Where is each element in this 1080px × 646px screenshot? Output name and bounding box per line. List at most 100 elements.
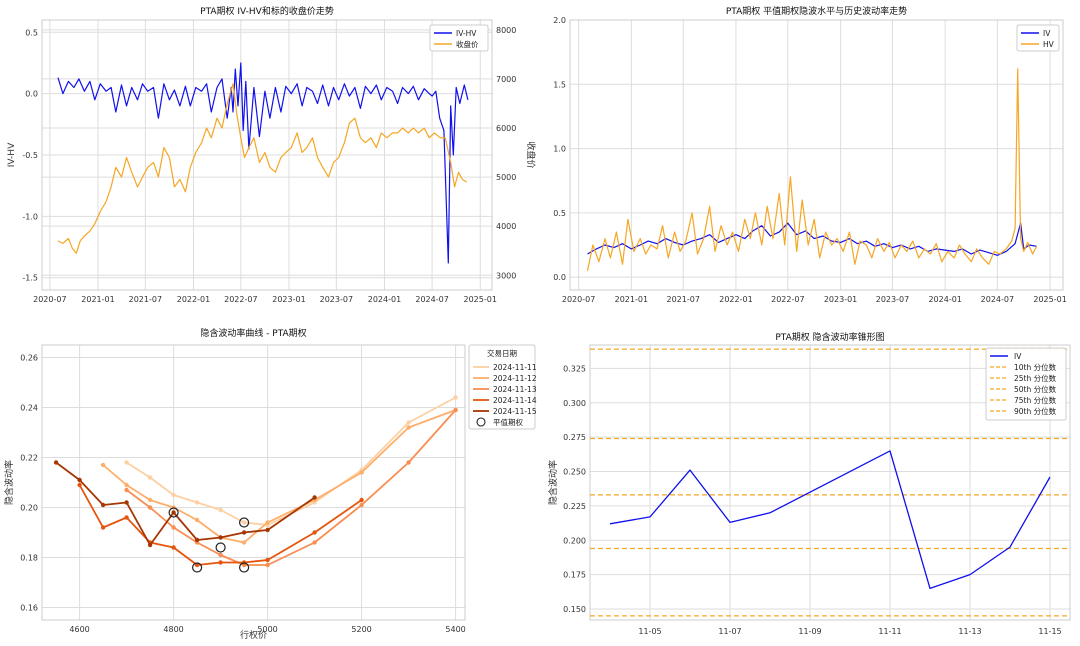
y2-tick-label: 6000 (496, 124, 516, 133)
y2-tick-label: 3000 (496, 271, 516, 280)
legend-label: IV-HV (456, 29, 477, 38)
atm-marker (168, 507, 179, 518)
legend-box (985, 347, 1067, 421)
data-point (171, 492, 176, 498)
x-tick-label: 2025-01 (464, 295, 497, 304)
data-point (218, 552, 223, 558)
data-point (312, 530, 317, 535)
data-point (171, 510, 176, 515)
legend-atm-marker (476, 417, 486, 427)
x-tick-label: 2024-07 (415, 295, 448, 304)
y-tick-label: 0.200 (563, 536, 586, 545)
data-point (218, 535, 223, 540)
y-tick-label: 2.0 (553, 16, 566, 25)
series-line-2024-11-11 (126, 396, 457, 526)
data-point (194, 500, 200, 505)
plot-frame (589, 344, 1071, 621)
legend-label: IV (1014, 352, 1022, 361)
data-point (453, 395, 458, 400)
series-line-iv (587, 222, 1037, 256)
legend-label: 50th 分位数 (1014, 384, 1057, 394)
x-tick-label: 2023-01 (272, 295, 305, 304)
x-tick-label: 2023-01 (824, 295, 857, 304)
series-line-close-price (57, 83, 467, 254)
y-tick-label: 0.24 (20, 404, 38, 413)
legend-label: 75th 分位数 (1014, 395, 1057, 405)
legend-label: 2024-11-15 (493, 407, 537, 416)
x-tick-label: 2020-07 (562, 295, 595, 304)
data-point (218, 507, 223, 513)
data-point (124, 500, 129, 505)
legend-title: 交易日期 (487, 348, 517, 358)
legend-label: 10th 分位数 (1014, 362, 1057, 372)
chart-iv-cone: 0.150 0.175 0.200 0.225 0.250 0.275 0.300 0.325… (547, 331, 1071, 636)
data-point (194, 537, 200, 543)
x-tick-label: 2023-07 (320, 295, 353, 304)
x-tick-label: 11-09 (798, 627, 821, 636)
series-line-2024-11-13 (126, 409, 457, 566)
legend-label: 25th 分位数 (1014, 373, 1057, 383)
y-tick-label: 0.175 (563, 571, 586, 580)
x-tick-label: 2024-07 (981, 295, 1014, 304)
y-tick-label: -1.5 (22, 274, 38, 283)
data-point (359, 497, 364, 503)
data-point (194, 517, 200, 523)
data-point (124, 460, 129, 465)
atm-marker (192, 562, 203, 573)
plot-frame (569, 19, 1064, 291)
x-tick-label: 2022-01 (719, 295, 752, 304)
y2-tick-label: 7000 (496, 75, 516, 84)
legend-label: 90th 分位数 (1014, 406, 1057, 416)
y-tick-label: 0.225 (563, 502, 586, 511)
data-point (265, 557, 270, 563)
x-tick-label: 2025-01 (1033, 295, 1066, 304)
data-point (124, 487, 129, 493)
x-tick-label: 2021-01 (615, 295, 648, 304)
legend-label: 2024-11-12 (493, 374, 537, 383)
data-point (147, 475, 153, 480)
x-tick-label: 2022-07 (224, 295, 257, 304)
x-tick-label: 4600 (69, 625, 89, 634)
data-point (241, 520, 247, 525)
x-tick-label: 2022-07 (771, 295, 804, 304)
x-tick-label: 2021-07 (666, 295, 699, 304)
legend-label: HV (1043, 40, 1055, 49)
data-point (359, 470, 364, 475)
legend-label: IV (1043, 29, 1051, 38)
data-point (171, 525, 176, 530)
x-tick-label: 11-11 (878, 627, 901, 636)
x-tick-label: 2024-01 (928, 295, 961, 304)
y-tick-label: 0.0 (553, 273, 566, 282)
data-point (100, 502, 106, 508)
data-point (194, 562, 200, 568)
legend-label: 收盘价 (456, 39, 479, 49)
legend-label: 平值期权 (493, 417, 523, 427)
y-tick-label: 0.5 (25, 28, 38, 37)
y-axis-label: 隐含波动率 (3, 460, 15, 505)
x-tick-label: 11-13 (958, 627, 981, 636)
chart-title: PTA期权 隐含波动率锥形图 (775, 331, 884, 343)
series-line-2024-11-12 (102, 409, 456, 544)
legend-label: 2024-11-14 (493, 396, 537, 405)
series-line-hv (586, 68, 1038, 271)
data-point (171, 545, 176, 550)
chart-title: PTA期权 IV-HV和标的收盘价走势 (200, 5, 334, 17)
y2-tick-label: 4000 (496, 222, 516, 231)
y-tick-label: 0.16 (20, 604, 38, 613)
data-point (406, 460, 411, 465)
data-point (218, 560, 223, 565)
data-point (241, 530, 247, 535)
atm-marker (239, 562, 250, 573)
y-axis-label: IV-HV (7, 142, 17, 167)
data-point (265, 520, 270, 525)
data-point (406, 425, 411, 430)
data-point (77, 477, 82, 483)
x-tick-label: 2022-01 (177, 295, 210, 304)
atm-marker (239, 517, 250, 528)
plot-frame (41, 19, 493, 291)
data-point (77, 482, 82, 488)
y-tick-label: 1.5 (553, 80, 566, 89)
y-tick-label: 0.275 (563, 433, 586, 442)
x-tick-label: 4800 (163, 625, 183, 634)
y-tick-label: 0.22 (20, 454, 38, 463)
